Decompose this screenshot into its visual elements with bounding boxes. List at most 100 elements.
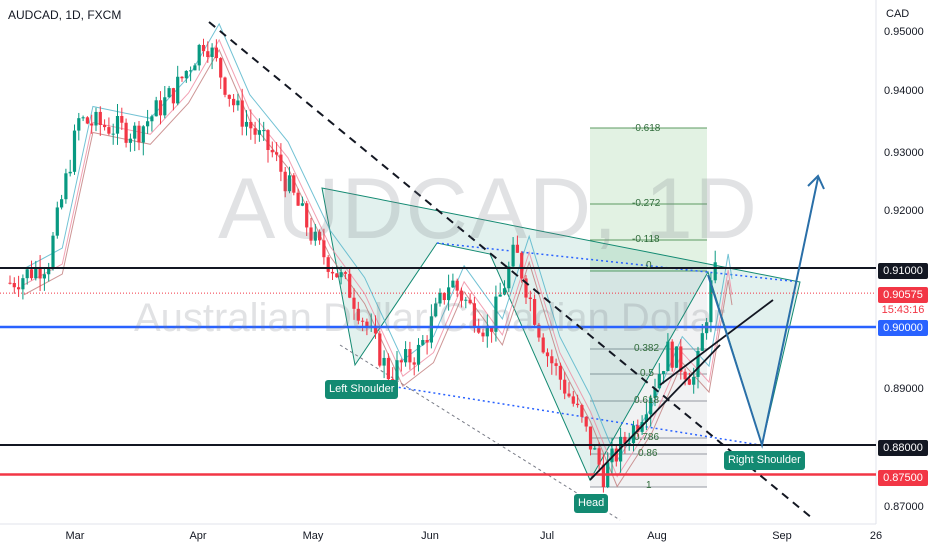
candle-body <box>318 231 322 241</box>
level-badge: 0.91000 <box>878 263 928 279</box>
candle-body <box>47 268 51 275</box>
candle-body <box>537 324 541 338</box>
candle-body <box>283 171 287 192</box>
candle-body <box>292 175 296 193</box>
candle-body <box>713 262 717 281</box>
projection-arrowhead <box>807 174 825 190</box>
candle-body <box>34 267 38 279</box>
candle-body <box>636 425 640 432</box>
right-shoulder-label[interactable]: Right Shoulder <box>724 451 805 470</box>
neckline-upper <box>436 242 801 283</box>
candle-body <box>180 76 184 79</box>
candle-body <box>554 363 558 366</box>
candle-body <box>124 122 128 143</box>
candle-body <box>494 296 498 332</box>
candle-body <box>408 349 412 363</box>
candle-body <box>545 352 550 357</box>
time-tick: May <box>302 530 324 542</box>
candle-body <box>287 175 292 192</box>
candle-body <box>653 388 657 398</box>
candle-body <box>511 244 515 267</box>
candle-body <box>348 273 352 298</box>
candle-body <box>223 77 227 95</box>
candle-body <box>335 273 339 278</box>
candle-body <box>21 278 25 290</box>
candle-body <box>459 290 464 301</box>
watermark-symbol: AUDCAD, 1D <box>218 161 759 257</box>
candle-body <box>515 244 519 253</box>
candle-body <box>326 257 330 272</box>
candle-body <box>472 303 476 327</box>
time-tick: 26 <box>869 530 883 542</box>
candle-body <box>541 337 545 353</box>
candle-body <box>588 426 593 450</box>
candle-body <box>361 320 365 322</box>
candle-body <box>300 203 304 206</box>
candle-body <box>266 130 270 151</box>
candle-body <box>356 308 360 321</box>
candle-body <box>558 365 562 380</box>
candle-body <box>584 416 588 427</box>
candle-body <box>158 100 163 116</box>
currency-label: CAD <box>886 8 910 20</box>
projection-path <box>707 177 819 449</box>
candle-body <box>98 111 102 126</box>
candle-body <box>133 125 137 139</box>
rising-channel-upper <box>659 299 774 386</box>
candle-body <box>662 371 666 375</box>
candle-body <box>141 126 145 143</box>
time-tick: Sep <box>772 530 792 542</box>
candle-body <box>201 44 206 52</box>
candle-body <box>563 379 567 394</box>
candle-body <box>120 116 124 123</box>
candle-body <box>210 47 214 58</box>
candle-body <box>150 116 154 122</box>
candle-body <box>373 325 378 334</box>
candle-body <box>167 88 171 98</box>
candle-body <box>649 397 653 415</box>
candle-body <box>60 199 64 208</box>
candle-body <box>580 405 584 417</box>
time-tick: Aug <box>647 530 667 542</box>
candle-body <box>279 154 283 172</box>
fib-level-label: 0.5 <box>640 368 654 379</box>
candle-body <box>189 70 193 72</box>
candle-body <box>107 127 111 134</box>
candle-body <box>249 121 253 129</box>
time-tick: Apr <box>189 530 207 542</box>
bar-countdown: 15:43:16 <box>881 304 925 316</box>
candle-body <box>502 288 507 295</box>
price-tick: 0.92000 <box>884 205 924 217</box>
time-tick: Jul <box>539 530 555 542</box>
candle-body <box>17 287 21 290</box>
candle-body <box>270 150 274 153</box>
fib-level-label: 0 <box>646 260 652 271</box>
candle-body <box>709 280 713 323</box>
candle-body <box>627 443 631 445</box>
candle-body <box>309 227 313 241</box>
candle-body <box>128 138 132 143</box>
price-tick: 0.95000 <box>884 26 924 38</box>
candle-body <box>343 272 347 274</box>
left-shoulder-label[interactable]: Left Shoulder <box>325 380 399 399</box>
candle-body <box>206 51 210 58</box>
candle-body <box>670 341 674 368</box>
moving-average <box>23 48 733 488</box>
candle-body <box>103 125 107 128</box>
time-tick: Jun <box>421 530 439 542</box>
candle-body <box>657 374 661 389</box>
candle-body <box>687 379 691 385</box>
symbol-title[interactable]: AUDCAD, 1D, FXCM <box>8 8 122 22</box>
candle-body <box>674 346 679 368</box>
candle-body <box>485 326 489 337</box>
candle-body <box>339 272 343 278</box>
candle-body <box>481 332 485 337</box>
head-label[interactable]: Head <box>574 494 609 513</box>
fib-level-label: 1 <box>646 480 652 491</box>
candle-body <box>520 252 524 279</box>
candle-body <box>425 340 429 343</box>
candle-body <box>197 44 201 66</box>
candle-body <box>214 47 218 59</box>
